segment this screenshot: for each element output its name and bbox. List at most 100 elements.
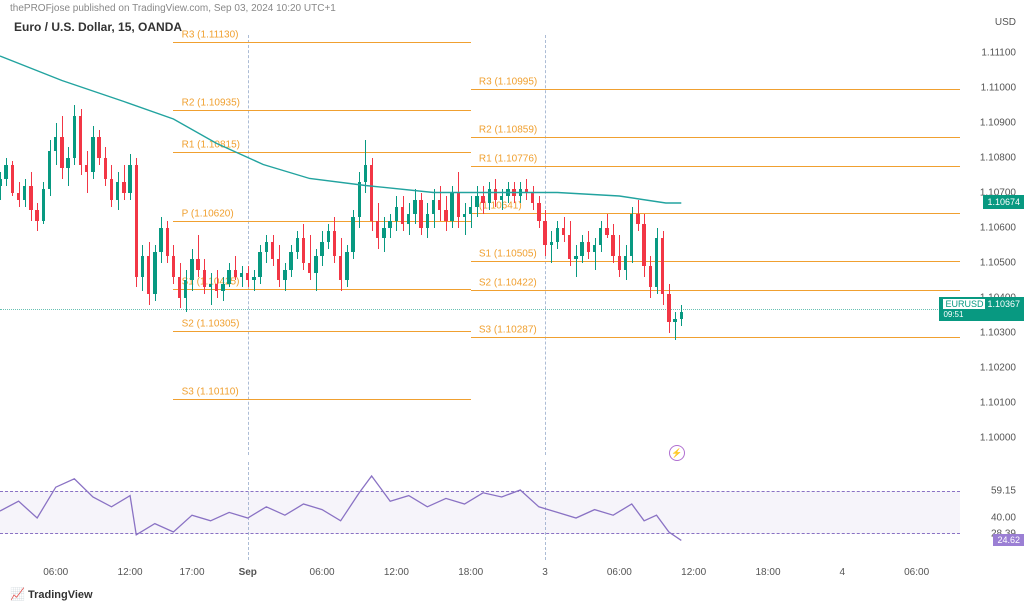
- candle-body: [91, 137, 94, 172]
- candle-body: [110, 179, 113, 200]
- candle-body: [308, 263, 311, 274]
- candle-body: [562, 228, 565, 235]
- candle-body: [215, 284, 218, 291]
- time-tick: 06:00: [904, 567, 929, 578]
- lightning-icon[interactable]: ⚡: [669, 445, 685, 461]
- candle-wick: [502, 189, 503, 210]
- time-tick: 12:00: [384, 567, 409, 578]
- candle-body: [593, 245, 596, 252]
- price-chart[interactable]: R3 (1.11130)R2 (1.10935)R1 (1.10815)P (1…: [0, 35, 960, 455]
- ma-price-tag: 1.10674: [983, 195, 1024, 209]
- candle-body: [85, 165, 88, 172]
- candle-body: [42, 189, 45, 221]
- price-tick: 1.10100: [980, 397, 1016, 408]
- time-tick: 4: [840, 567, 846, 578]
- pivot-label: (1.10641): [479, 201, 522, 212]
- candle-wick: [675, 312, 676, 340]
- pivot-line: [471, 137, 960, 138]
- candle-body: [11, 165, 14, 193]
- candle-body: [283, 270, 286, 281]
- pivot-line: [173, 331, 470, 332]
- candle-body: [66, 158, 69, 169]
- candle-body: [227, 270, 230, 284]
- candle-body: [221, 284, 224, 291]
- candle-body: [642, 224, 645, 266]
- candle-body: [166, 228, 169, 256]
- price-tick: 1.10800: [980, 152, 1016, 163]
- candle-body: [556, 228, 559, 242]
- candle-body: [4, 165, 7, 179]
- candle-body: [599, 228, 602, 246]
- candle-wick: [242, 266, 243, 287]
- rsi-value-tag: 24.62: [993, 534, 1024, 546]
- candle-body: [519, 189, 522, 196]
- candle-body: [531, 193, 534, 204]
- candle-body: [512, 189, 515, 196]
- price-tick: 1.11100: [981, 47, 1016, 58]
- rsi-tick: 40.00: [991, 513, 1016, 524]
- time-tick: 12:00: [118, 567, 143, 578]
- candle-body: [289, 252, 292, 270]
- candle-body: [54, 137, 57, 151]
- candle-body: [419, 200, 422, 228]
- candle-body: [624, 256, 627, 270]
- candle-body: [580, 242, 583, 256]
- time-tick: 3: [542, 567, 548, 578]
- candle-body: [116, 182, 119, 200]
- candle-body: [258, 252, 261, 277]
- pivot-label: S2 (1.10305): [182, 318, 240, 329]
- ma-line: [0, 56, 681, 203]
- candle-body: [550, 242, 553, 246]
- candle-body: [481, 196, 484, 203]
- candle-wick: [465, 203, 466, 235]
- candle-body: [494, 189, 497, 200]
- candle-wick: [198, 235, 199, 277]
- candle-body: [178, 277, 181, 298]
- candle-body: [296, 238, 299, 252]
- candle-body: [574, 256, 577, 260]
- candle-body: [438, 200, 441, 211]
- price-axis[interactable]: USD 1.111001.110001.109001.108001.107001…: [960, 35, 1024, 455]
- candle-body: [463, 214, 466, 218]
- time-tick: 12:00: [681, 567, 706, 578]
- candle-body: [426, 214, 429, 228]
- candle-body: [246, 273, 249, 280]
- candle-body: [104, 158, 107, 179]
- time-tick: 06:00: [43, 567, 68, 578]
- time-axis[interactable]: 06:0012:0017:00Sep06:0012:0018:00306:001…: [0, 563, 960, 585]
- candle-body: [320, 242, 323, 256]
- candle-body: [587, 242, 590, 253]
- candle-body: [413, 200, 416, 214]
- candle-wick: [0, 172, 1, 200]
- price-tick: 1.10900: [980, 117, 1016, 128]
- pivot-label: S3 (1.10110): [182, 387, 239, 398]
- candle-body: [395, 207, 398, 221]
- candle-body: [358, 182, 361, 217]
- candle-body: [314, 256, 317, 274]
- time-tick: 17:00: [179, 567, 204, 578]
- candle-body: [444, 210, 447, 221]
- candle-body: [500, 196, 503, 200]
- candle-body: [680, 312, 683, 319]
- candle-body: [630, 214, 633, 256]
- candle-body: [673, 319, 676, 323]
- candle-body: [17, 193, 20, 200]
- pivot-line: [173, 152, 470, 153]
- candle-body: [135, 165, 138, 277]
- candle-body: [234, 270, 237, 277]
- rsi-axis[interactable]: 59.1540.0028.3924.62: [960, 462, 1024, 560]
- current-price-tag: EURUSD1.1036709:51: [939, 297, 1024, 321]
- candle-body: [457, 193, 460, 218]
- candle-body: [196, 259, 199, 270]
- price-tick: 1.10300: [980, 327, 1016, 338]
- candle-body: [450, 193, 453, 221]
- candle-body: [364, 165, 367, 183]
- pivot-label: R3 (1.11130): [182, 30, 239, 41]
- candle-wick: [595, 238, 596, 270]
- candle-body: [506, 189, 509, 196]
- tradingview-logo[interactable]: 📈 TradingView: [10, 587, 93, 601]
- price-tick: 1.10500: [980, 257, 1016, 268]
- rsi-chart[interactable]: [0, 462, 960, 560]
- candle-body: [73, 116, 76, 158]
- candle-body: [432, 200, 435, 214]
